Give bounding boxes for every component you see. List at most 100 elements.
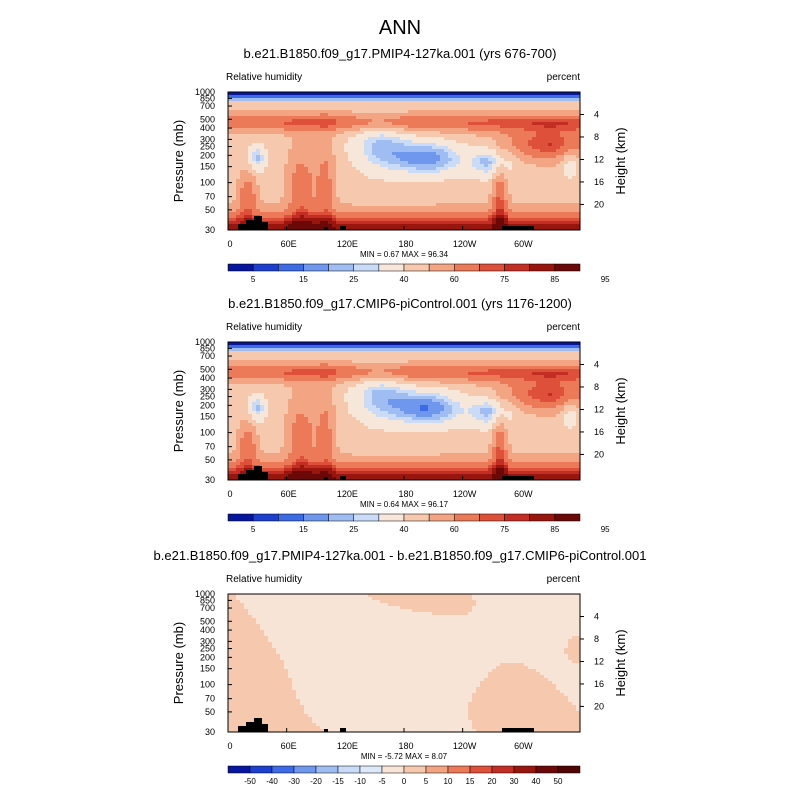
heatmap-cell [436,200,441,204]
heatmap-cell [536,146,541,150]
heatmap-cell [268,143,273,147]
heatmap-cell [380,98,385,102]
heatmap-cell [328,366,333,370]
heatmap-cell [264,366,269,370]
heatmap-cell [360,366,365,370]
heatmap-cell [284,128,289,132]
heatmap-cell [300,161,305,165]
heatmap-cell [492,95,497,99]
heatmap-cell [404,113,409,117]
heatmap-cell [492,92,497,96]
heatmap-cell [288,98,293,102]
heatmap-cell [440,176,445,180]
heatmap-cell [308,360,313,364]
heatmap-cell [232,218,237,222]
heatmap-cell [532,197,537,201]
heatmap-cell [252,185,257,189]
heatmap-cell [368,110,373,114]
heatmap-cell [576,131,581,135]
heatmap-cell [484,200,489,204]
heatmap-cell [384,170,389,174]
heatmap-cell [304,179,309,183]
heatmap-cell [340,152,345,156]
heatmap-cell [488,182,493,186]
heatmap-cell [528,158,533,162]
heatmap-cell [404,140,409,144]
heatmap-cell [408,107,413,111]
heatmap-cell [412,134,417,138]
heatmap-cell [236,161,241,165]
heatmap-cell [512,101,517,105]
heatmap-cell [384,143,389,147]
heatmap-cell [500,167,505,171]
heatmap-cell [288,224,293,228]
heatmap-cell [336,185,341,189]
heatmap-cell [268,176,273,180]
heatmap-cell [332,179,337,183]
heatmap-cell [516,173,521,177]
heatmap-cell [284,209,289,213]
heatmap-cell [404,143,409,147]
heatmap-cell [236,116,241,120]
heatmap-cell [444,185,449,189]
heatmap-cell [576,170,581,174]
heatmap-cell [344,116,349,120]
heatmap-cell [460,110,465,114]
heatmap-cell [352,92,357,96]
heatmap-cell [484,137,489,141]
heatmap-cell [560,212,565,216]
heatmap-cell [512,182,517,186]
heatmap-cell [472,92,477,96]
heatmap-cell [508,101,513,105]
heatmap-cell [444,113,449,117]
heatmap-cell [500,125,505,129]
heatmap-cell [576,194,581,198]
heatmap-cell [256,95,261,99]
heatmap-cell [228,206,233,210]
heatmap-cell [320,146,325,150]
heatmap-cell [540,128,545,132]
heatmap-cell [488,224,493,228]
heatmap-cell [468,209,473,213]
heatmap-cell [340,101,345,105]
heatmap-cell [248,173,253,177]
heatmap-cell [280,345,285,349]
heatmap-cell [260,137,265,141]
heatmap-cell [336,191,341,195]
heatmap-cell [248,110,253,114]
heatmap-cell [496,369,501,373]
heatmap-cell [356,92,361,96]
heatmap-cell [412,197,417,201]
heatmap-cell [360,110,365,114]
heatmap-cell [572,185,577,189]
heatmap-cell [360,104,365,108]
heatmap-cell [308,170,313,174]
heatmap-cell [316,357,321,361]
heatmap-cell [348,182,353,186]
heatmap-cell [240,161,245,165]
heatmap-cell [472,95,477,99]
heatmap-cell [328,128,333,132]
heatmap-cell [548,348,553,352]
heatmap-cell [520,194,525,198]
heatmap-cell [532,158,537,162]
heatmap-cell [424,107,429,111]
heatmap-cell [516,119,521,123]
heatmap-cell [312,345,317,349]
heatmap-cell [568,360,573,364]
heatmap-cell [484,363,489,367]
heatmap-cell [292,227,297,231]
heatmap-cell [328,354,333,358]
heatmap-cell [520,119,525,123]
heatmap-cell [496,131,501,135]
heatmap-cell [348,122,353,126]
heatmap-cell [540,110,545,114]
heatmap-cell [516,95,521,99]
heatmap-cell [352,152,357,156]
heatmap-cell [384,221,389,225]
heatmap-cell [484,140,489,144]
heatmap-cell [532,134,537,138]
heatmap-cell [436,158,441,162]
heatmap-cell [500,164,505,168]
heatmap-cell [304,134,309,138]
